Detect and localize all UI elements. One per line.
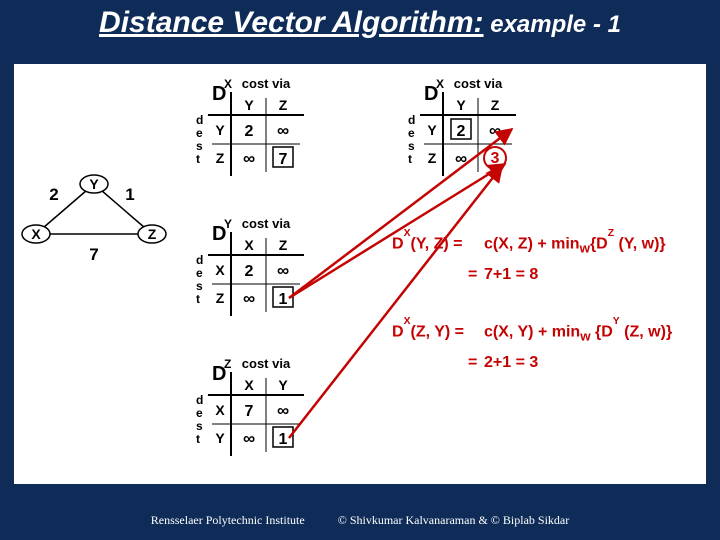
svg-text:X: X: [244, 377, 254, 393]
equation-1-lhs: DX(Y, Z) =: [392, 234, 463, 253]
svg-text:t: t: [196, 152, 200, 166]
svg-text:∞: ∞: [243, 429, 255, 448]
svg-text:X: X: [31, 226, 41, 242]
footer-amp: &: [478, 513, 490, 527]
svg-text:d: d: [196, 253, 203, 267]
equation-1-rhs: c(X, Z) + minw{DZ (Y, w)}: [484, 234, 666, 256]
svg-text:Y: Y: [427, 122, 437, 138]
svg-text:cost via: cost via: [454, 76, 503, 91]
equation-4-lhs: =: [468, 354, 477, 372]
svg-text:7: 7: [245, 403, 254, 420]
svg-text:e: e: [196, 126, 203, 140]
footer-left: Rensselaer Polytechnic Institute: [151, 513, 305, 527]
svg-text:Z: Z: [491, 97, 500, 113]
svg-text:Y: Y: [215, 430, 225, 446]
svg-text:Y: Y: [244, 97, 254, 113]
svg-text:X: X: [436, 77, 444, 91]
svg-text:d: d: [196, 393, 203, 407]
footer-right: © Biplab Sikdar: [491, 513, 569, 527]
svg-text:Y: Y: [224, 217, 232, 231]
svg-text:e: e: [196, 266, 203, 280]
svg-text:s: s: [408, 139, 415, 153]
svg-text:d: d: [408, 113, 415, 127]
svg-text:t: t: [196, 432, 200, 446]
svg-text:Z: Z: [428, 150, 437, 166]
svg-text:Z: Z: [279, 97, 288, 113]
svg-text:X: X: [215, 262, 225, 278]
svg-text:Z: Z: [216, 290, 225, 306]
equation-3-rhs: c(X, Y) + minw {DY (Z, w)}: [484, 322, 672, 344]
svg-text:3: 3: [491, 150, 500, 167]
svg-text:Y: Y: [215, 122, 225, 138]
svg-text:e: e: [408, 126, 415, 140]
footer: Rensselaer Polytechnic Institute © Shivk…: [0, 513, 720, 528]
svg-text:Z: Z: [148, 226, 157, 242]
svg-text:X: X: [224, 77, 232, 91]
title-sub: example - 1: [484, 11, 621, 38]
svg-text:∞: ∞: [277, 401, 289, 420]
svg-text:2: 2: [457, 123, 466, 140]
svg-text:2: 2: [245, 123, 254, 140]
svg-text:1: 1: [279, 291, 288, 308]
svg-text:1: 1: [125, 185, 134, 204]
svg-text:∞: ∞: [243, 289, 255, 308]
svg-text:t: t: [408, 152, 412, 166]
content-area: 217YXZDXcost viaYZYZdest2∞∞7DXcost viaYZ…: [14, 64, 706, 484]
svg-text:cost via: cost via: [242, 356, 291, 371]
svg-text:∞: ∞: [243, 149, 255, 168]
svg-text:∞: ∞: [277, 261, 289, 280]
svg-text:X: X: [244, 237, 254, 253]
svg-text:2: 2: [49, 185, 58, 204]
slide-title: Distance Vector Algorithm: example - 1: [0, 6, 720, 40]
slide-root: Distance Vector Algorithm: example - 1 2…: [0, 0, 720, 540]
svg-text:cost via: cost via: [242, 76, 291, 91]
svg-text:e: e: [196, 406, 203, 420]
svg-text:s: s: [196, 419, 203, 433]
svg-text:t: t: [196, 292, 200, 306]
svg-text:Z: Z: [279, 237, 288, 253]
svg-text:2: 2: [245, 263, 254, 280]
svg-text:Y: Y: [278, 377, 288, 393]
svg-text:Z: Z: [216, 150, 225, 166]
equation-2-rhs: 7+1 = 8: [484, 266, 538, 284]
svg-text:1: 1: [279, 431, 288, 448]
svg-text:Z: Z: [224, 357, 231, 371]
title-main: Distance Vector Algorithm:: [99, 6, 484, 39]
svg-text:s: s: [196, 139, 203, 153]
svg-text:∞: ∞: [277, 121, 289, 140]
diagram-svg: 217YXZDXcost viaYZYZdest2∞∞7DXcost viaYZ…: [14, 64, 706, 484]
svg-text:7: 7: [279, 151, 288, 168]
footer-mid: © Shivkumar Kalvanaraman: [338, 513, 476, 527]
equation-4-rhs: 2+1 = 3: [484, 354, 538, 372]
svg-text:d: d: [196, 113, 203, 127]
svg-text:s: s: [196, 279, 203, 293]
equation-2-lhs: =: [468, 266, 477, 284]
svg-text:Y: Y: [456, 97, 466, 113]
svg-text:X: X: [215, 402, 225, 418]
svg-text:Y: Y: [89, 176, 99, 192]
equation-3-lhs: DX(Z, Y) =: [392, 322, 464, 341]
svg-text:cost via: cost via: [242, 216, 291, 231]
svg-text:7: 7: [89, 245, 98, 264]
